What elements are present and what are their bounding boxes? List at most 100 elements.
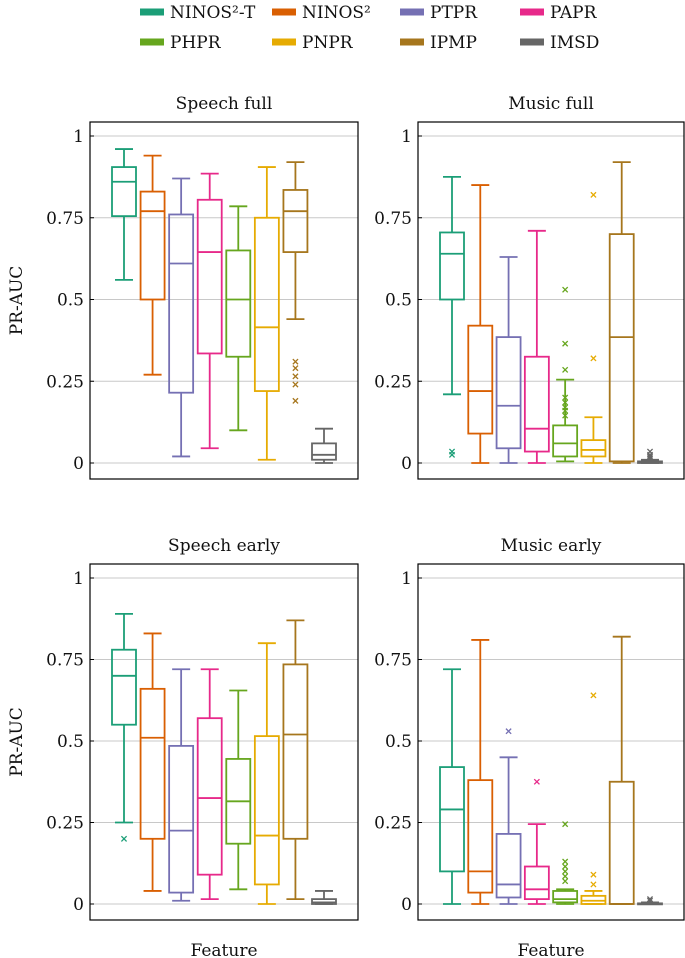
y-tick-label: 1 [401, 127, 412, 147]
outlier-mark [562, 412, 569, 419]
box-iqr [225, 249, 252, 358]
box-ipmp [608, 161, 635, 464]
box-imsd [637, 896, 663, 906]
box-pnpr [253, 642, 280, 905]
legend-entry: IMSD [520, 33, 599, 53]
box-ptpr [495, 728, 522, 905]
box-iqr [253, 216, 280, 392]
plot-frame [417, 121, 685, 480]
outlier-mark [562, 399, 569, 406]
legend-entry: PAPR [520, 3, 598, 23]
box-iqr [552, 424, 579, 458]
outlier-stroke [292, 397, 299, 404]
outlier-stroke [562, 399, 569, 406]
box-iqr [196, 198, 223, 355]
box-iqr [439, 231, 465, 301]
box-iqr [439, 766, 465, 873]
outlier-mark [562, 821, 569, 828]
y-tick-label: 0.75 [46, 651, 84, 671]
legend-entry: NINOS²-T [140, 3, 256, 23]
y-tick-label: 0 [401, 454, 412, 474]
panels: 0 0.25 0.5 0.75 1 Speech full PR-AUC 0 0.25 0.5 0.… [7, 94, 685, 958]
legend-label: NINOS²-T [170, 3, 256, 23]
outlier-mark [562, 863, 569, 870]
outlier-mark [120, 835, 128, 842]
plot-frame [89, 121, 359, 480]
box-pnpr [580, 191, 607, 464]
legend-entry: PHPR [140, 33, 222, 53]
legend-swatch [272, 38, 296, 46]
chart-title: Speech full [176, 94, 273, 114]
y-tick-label: 0.5 [57, 732, 84, 752]
outlier-stroke [646, 453, 654, 460]
x-axis-label: Feature [517, 941, 584, 958]
box-papr [196, 172, 223, 450]
outlier-stroke [562, 868, 569, 875]
outlier-stroke [533, 778, 540, 785]
box-ninos-t [439, 175, 465, 458]
box-ipmp [282, 619, 309, 901]
outlier-stroke [562, 394, 569, 401]
legend-swatch [520, 8, 544, 16]
outlier-stroke [562, 873, 569, 880]
box-ninos-t [111, 612, 137, 842]
outlier-stroke [448, 451, 456, 458]
outlier-mark [562, 858, 569, 865]
y-tick-label: 0.25 [374, 372, 412, 392]
outlier-stroke [562, 407, 569, 414]
chart-title: Music early [501, 536, 602, 556]
box-iqr [467, 324, 494, 435]
legend-label: PTPR [430, 3, 478, 23]
box-iqr [608, 780, 635, 905]
legend-swatch [520, 38, 544, 46]
outlier-stroke [590, 355, 597, 362]
y-tick-label: 0.75 [46, 209, 84, 229]
outlier-stroke [646, 897, 654, 904]
box-iqr [111, 166, 137, 218]
outlier-mark [590, 881, 597, 888]
box-ninos- [139, 154, 166, 376]
plot-frame [417, 563, 685, 921]
box-iqr [139, 687, 166, 840]
legend: NINOS²-T NINOS² PTPR PAPR PHPR PNPR IPMP IMSD [140, 3, 599, 53]
legend-entry: PTPR [400, 3, 478, 23]
outlier-stroke [562, 858, 569, 865]
box-iqr [282, 189, 309, 253]
box-phpr [552, 286, 579, 463]
legend-entry: NINOS² [272, 3, 371, 23]
y-tick-label: 1 [73, 569, 84, 589]
outlier-mark [562, 394, 569, 401]
chart-panel: 0 0.25 0.5 0.75 1 Music full [374, 94, 685, 480]
box-iqr [168, 213, 195, 394]
outlier-mark [562, 878, 569, 885]
box-ipmp [282, 161, 309, 404]
outlier-mark [292, 381, 299, 388]
outlier-mark [562, 873, 569, 880]
outlier-mark [646, 896, 654, 903]
box-iqr [580, 439, 607, 458]
box-ipmp [608, 635, 635, 905]
outlier-stroke [562, 286, 569, 293]
outlier-mark [292, 365, 299, 372]
y-tick-label: 0.75 [374, 209, 412, 229]
outlier-mark [646, 455, 654, 462]
legend-label: IPMP [430, 33, 477, 53]
outlier-stroke [646, 896, 654, 903]
box-imsd [311, 890, 337, 905]
y-tick-label: 0.25 [46, 372, 84, 392]
outlier-mark [292, 373, 299, 380]
legend-swatch [272, 8, 296, 16]
outlier-stroke [562, 366, 569, 373]
outlier-stroke [292, 381, 299, 388]
outlier-stroke [562, 412, 569, 419]
outlier-mark [590, 355, 597, 362]
box-papr [523, 229, 550, 464]
box-iqr [495, 336, 522, 450]
y-tick-label: 1 [401, 569, 412, 589]
box-imsd [311, 427, 337, 464]
y-axis-label: PR-AUC [7, 266, 27, 336]
outlier-stroke [562, 863, 569, 870]
box-ninos- [467, 184, 494, 464]
box-iqr [495, 833, 522, 899]
